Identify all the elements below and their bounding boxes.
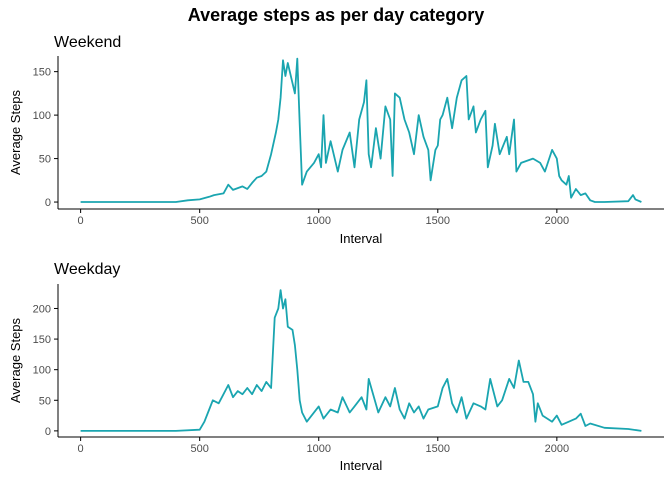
weekend-y-tick-label: 0 [45,197,51,209]
weekday-y-tick-label: 150 [33,334,51,346]
weekend-x-axis-title: Interval [340,231,383,246]
weekend-y-tick-label: 150 [33,67,51,79]
weekday-y-tick-label: 200 [33,303,51,315]
weekend-series-line [80,57,642,203]
weekday-series-line [80,289,642,432]
weekend-x-tick-label: 1000 [306,215,330,227]
weekday-y-axis-title: Average Steps [8,317,23,403]
weekend-y-tick-label: 100 [33,110,51,122]
weekday-y-tick-label: 0 [45,426,51,438]
weekday-panel-title: Weekday [54,261,120,278]
weekday-x-tick-label: 2000 [545,443,569,455]
weekday-x-tick-label: 1000 [306,443,330,455]
weekend-x-tick-label: 0 [78,215,84,227]
weekday-y-tick-label: 100 [33,365,51,377]
weekend-x-tick-label: 1500 [426,215,450,227]
weekend-x-tick-label: 2000 [545,215,569,227]
weekend-y-tick-label: 50 [39,154,51,166]
weekend-panel-title: Weekend [54,34,121,51]
weekday-panel: Weekday 0 500 1000 1500 2000 0 50 100 150 200 Inter… [8,261,664,473]
weekend-y-axis-title: Average Steps [8,89,23,175]
weekday-x-tick-label: 0 [78,443,84,455]
weekday-x-tick-label: 500 [190,443,208,455]
weekday-y-tick-label: 50 [39,395,51,407]
weekend-panel: Weekend 0 500 1000 1500 2000 0 50 100 150 Interval… [8,34,664,246]
chart-title: Average steps as per day category [188,5,484,25]
weekday-x-axis-title: Interval [340,458,383,473]
weekday-x-tick-label: 1500 [426,443,450,455]
weekend-x-tick-label: 500 [190,215,208,227]
